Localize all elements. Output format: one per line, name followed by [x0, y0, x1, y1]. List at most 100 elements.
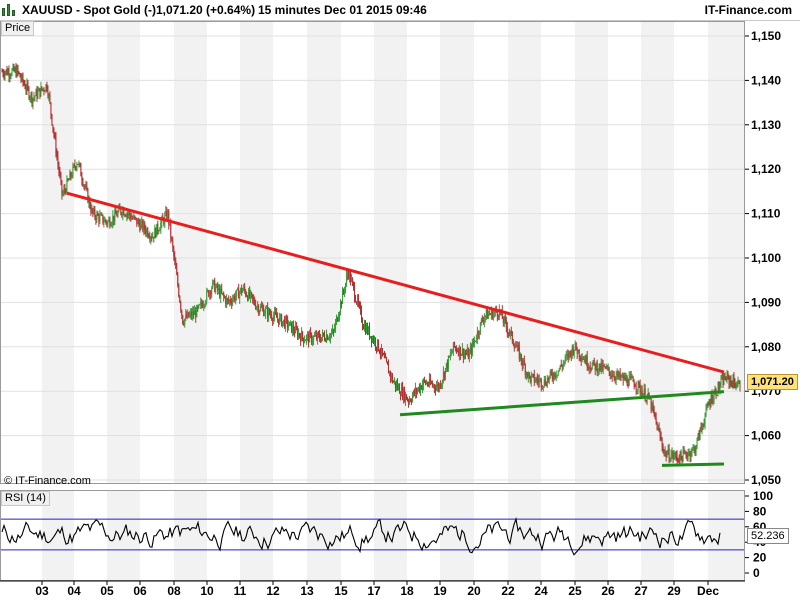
candle-body [127, 214, 129, 215]
candle-body [655, 418, 657, 422]
candle-body [600, 362, 602, 371]
candle-body [368, 327, 370, 334]
candle-body [102, 214, 104, 223]
candle-body [31, 93, 33, 104]
candle-body [511, 331, 513, 342]
candle-body [141, 220, 143, 224]
candle-body [158, 231, 160, 232]
candle-body [144, 223, 146, 230]
candle-body [239, 292, 241, 299]
candle-body [537, 380, 539, 383]
candle-body [325, 339, 327, 342]
candle-body [105, 219, 107, 222]
day-band [575, 490, 608, 581]
candle-body [365, 324, 367, 334]
candle-body [108, 219, 110, 222]
price-tick-label: 1,140 [751, 73, 781, 87]
candle-body [580, 358, 582, 361]
candle-body [613, 375, 615, 379]
candle-body [154, 228, 156, 239]
candle-body [131, 217, 133, 220]
candle-body [547, 378, 549, 381]
candle-body [195, 310, 197, 318]
candle-body [616, 372, 618, 376]
candle-body [11, 69, 13, 76]
candle-body [450, 353, 452, 355]
candle-body [353, 282, 355, 287]
candle-body [578, 349, 580, 357]
candle-body [530, 375, 532, 382]
candle-body [427, 384, 429, 386]
candle-body [519, 353, 521, 359]
candle-body [225, 297, 227, 304]
rsi-tick-label: 100 [753, 489, 773, 503]
candle-body [372, 337, 374, 343]
candle-body [351, 279, 353, 282]
candle-body [650, 398, 652, 410]
candle-body [408, 400, 410, 403]
candle-body [708, 402, 710, 406]
candle-body [462, 348, 464, 358]
candle-body [312, 340, 314, 343]
candle-body [480, 319, 482, 323]
candle-body [730, 379, 732, 383]
candle-body [114, 210, 116, 221]
candle-body [487, 313, 489, 319]
candle-body [652, 403, 654, 410]
candle-body [692, 447, 694, 449]
candle-body [71, 176, 73, 177]
candle-body [674, 452, 676, 456]
candle-body [99, 215, 101, 222]
candle-body [513, 344, 515, 348]
candle-body [42, 88, 44, 90]
candle-body [716, 395, 718, 396]
candle-body [66, 179, 68, 193]
day-band [708, 21, 745, 484]
candle-body [265, 308, 267, 314]
candle-body [4, 72, 6, 77]
candle-body [184, 318, 186, 325]
candle-body [411, 395, 413, 402]
candle-body [363, 325, 365, 330]
candle-body [227, 298, 229, 300]
price-tick-label: 1,080 [751, 340, 781, 354]
candle-body [422, 379, 424, 385]
candle-body [39, 88, 41, 97]
candle-body [734, 382, 736, 388]
candle-body [37, 91, 39, 98]
candle-body [570, 352, 572, 357]
candle-body [720, 379, 722, 386]
x-tick-label: 24 [534, 584, 548, 598]
candle-body [429, 378, 431, 384]
candle-body [264, 313, 266, 316]
rsi-tick-label: 0 [753, 566, 760, 580]
candle-body [562, 363, 564, 367]
candle-body [271, 315, 273, 320]
candle-body [34, 96, 36, 98]
candle-body [508, 332, 510, 335]
candle-body [390, 374, 392, 378]
price-tick-label: 1,130 [751, 118, 781, 132]
candle-body [653, 409, 655, 413]
weekday-bands [42, 21, 745, 581]
candle-body [90, 207, 92, 213]
candle-body [334, 328, 336, 331]
x-tick-label: 17 [367, 584, 381, 598]
candle-body [412, 390, 414, 396]
candle-body [522, 360, 524, 366]
candle-body [336, 317, 338, 323]
price-gridlines [0, 35, 745, 481]
candle-body [84, 185, 86, 188]
candle-body [558, 369, 560, 371]
candle-body [285, 317, 287, 328]
candle-body [654, 412, 656, 419]
candle-body [247, 296, 249, 301]
candle-body [58, 164, 60, 173]
candle-body [670, 455, 672, 461]
candle-body [461, 348, 463, 355]
candle-body [512, 341, 514, 345]
candle-body [549, 371, 551, 376]
candle-body [354, 286, 356, 299]
candle-body [26, 83, 28, 90]
